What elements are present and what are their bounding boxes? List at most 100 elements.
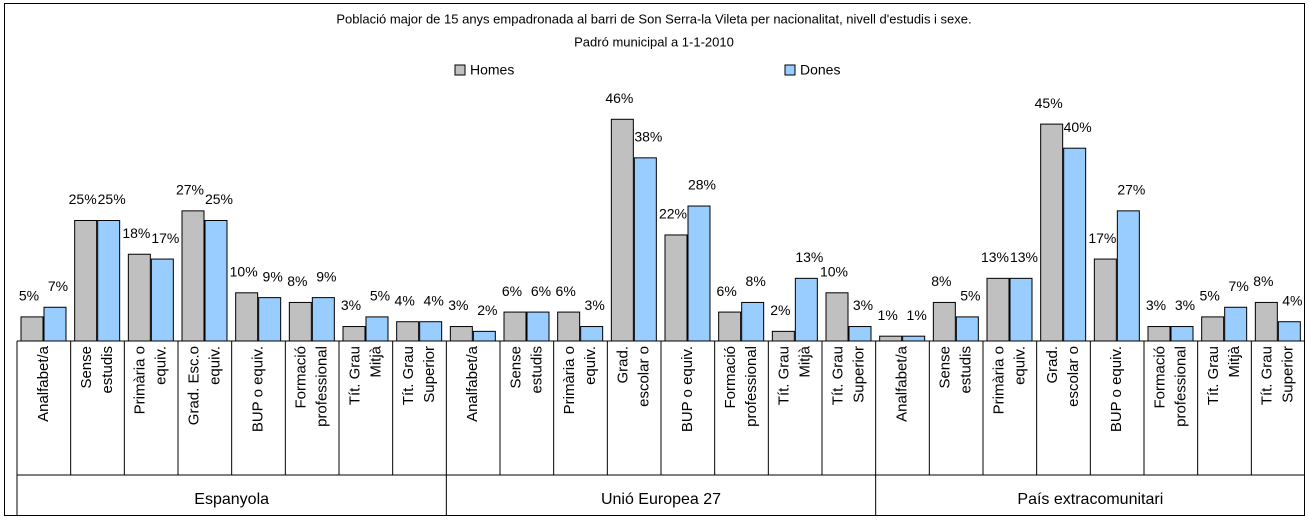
bar (932, 301, 956, 342)
bar (396, 321, 420, 342)
bar (419, 321, 443, 342)
value-label: 22% (659, 206, 687, 222)
bar (74, 220, 98, 342)
x-tick-label: Grad. (615, 346, 632, 384)
value-label: 25% (69, 191, 97, 207)
value-label: 10% (820, 264, 848, 280)
value-label: 10% (230, 264, 258, 280)
value-label: 45% (1035, 95, 1063, 111)
bar (503, 311, 527, 342)
bar (1116, 210, 1140, 342)
x-tick-label: professional (314, 346, 331, 427)
x-tick-label: equiv. (1011, 346, 1028, 385)
value-label: 25% (205, 191, 233, 207)
bar (741, 301, 765, 342)
x-tick-label: Tít. Grau (1259, 346, 1276, 405)
group-label: Espanyola (194, 491, 269, 508)
value-label: 3% (853, 297, 873, 313)
value-label: 2% (770, 302, 790, 318)
x-tick-label: BUP o equiv. (679, 346, 696, 432)
bar (664, 234, 688, 342)
value-label: 3% (1175, 297, 1195, 313)
x-tick-label: equiv. (206, 346, 223, 385)
x-tick-label: Tít. Grau (829, 346, 846, 405)
bar (204, 220, 228, 342)
value-label: 40% (1064, 119, 1092, 135)
value-label: 28% (688, 177, 716, 193)
x-tick-label: Primària o (561, 346, 578, 414)
legend-swatch (784, 64, 796, 76)
x-tick-label: equiv. (582, 346, 599, 385)
value-label: 1% (878, 307, 898, 323)
x-tick-label: estudis (958, 346, 975, 394)
bar (288, 301, 312, 342)
value-label: 6% (502, 283, 522, 299)
bar (365, 316, 389, 342)
value-label: 4% (1282, 292, 1302, 308)
value-label: 8% (1253, 273, 1273, 289)
group-label: Unió Europea 27 (601, 491, 721, 508)
bar (342, 326, 366, 342)
x-tick-label: Formació (1151, 346, 1168, 409)
bar (235, 292, 259, 342)
bar (1170, 326, 1194, 342)
x-tick-label: Formació (722, 346, 739, 409)
bar (955, 316, 979, 342)
bar (472, 330, 496, 342)
bar (127, 253, 151, 342)
value-label: 27% (1117, 182, 1145, 198)
x-tick-label: Mitjà (797, 345, 814, 377)
value-label: 5% (19, 288, 39, 304)
legend-label: Homes (470, 62, 514, 78)
value-label: 3% (585, 297, 605, 313)
x-tick-label: escolar o (1065, 346, 1082, 407)
x-tick-label: Analfabet/a (893, 345, 910, 422)
bar (1040, 123, 1064, 342)
bar (1063, 147, 1087, 342)
bar (1201, 316, 1225, 342)
bar (633, 157, 657, 342)
value-label: 1% (907, 307, 927, 323)
x-tick-label: Formació (293, 346, 310, 409)
value-label: 3% (1146, 297, 1166, 313)
bar (526, 311, 550, 342)
value-label: 13% (795, 249, 823, 265)
value-label: 13% (981, 249, 1009, 265)
x-tick-label: Analfabet/a (464, 345, 481, 422)
bar (687, 205, 711, 342)
value-label: 8% (931, 273, 951, 289)
value-label: 18% (122, 225, 150, 241)
legend-swatch (454, 64, 466, 76)
bar (794, 277, 818, 342)
bar (848, 326, 872, 342)
x-tick-label: Sense (507, 346, 524, 389)
x-tick-label: Analfabet/a (35, 345, 52, 422)
value-label: 17% (1088, 230, 1116, 246)
value-label: 5% (1200, 288, 1220, 304)
x-tick-label: Tít. Grau (1205, 346, 1222, 405)
bar (557, 311, 581, 342)
legend-label: Dones (800, 62, 840, 78)
bar (449, 326, 473, 342)
value-label: 8% (287, 273, 307, 289)
bar (20, 316, 44, 342)
x-tick-label: estudis (99, 346, 116, 394)
x-tick-label: Superior (1280, 346, 1297, 403)
bar (97, 220, 121, 342)
value-label: 9% (263, 268, 283, 284)
value-label: 6% (531, 283, 551, 299)
bar (1254, 301, 1278, 342)
x-tick-label: equiv. (153, 346, 170, 385)
value-label: 7% (48, 278, 68, 294)
value-label: 3% (341, 297, 361, 313)
value-label: 5% (960, 288, 980, 304)
bar (986, 277, 1010, 342)
value-label: 9% (316, 268, 336, 284)
x-tick-label: Grad. (1044, 346, 1061, 384)
x-tick-label: Superior (850, 346, 867, 403)
value-label: 38% (634, 129, 662, 145)
value-label: 6% (556, 283, 576, 299)
value-label: 4% (424, 292, 444, 308)
x-tick-label: Sense (937, 346, 954, 389)
